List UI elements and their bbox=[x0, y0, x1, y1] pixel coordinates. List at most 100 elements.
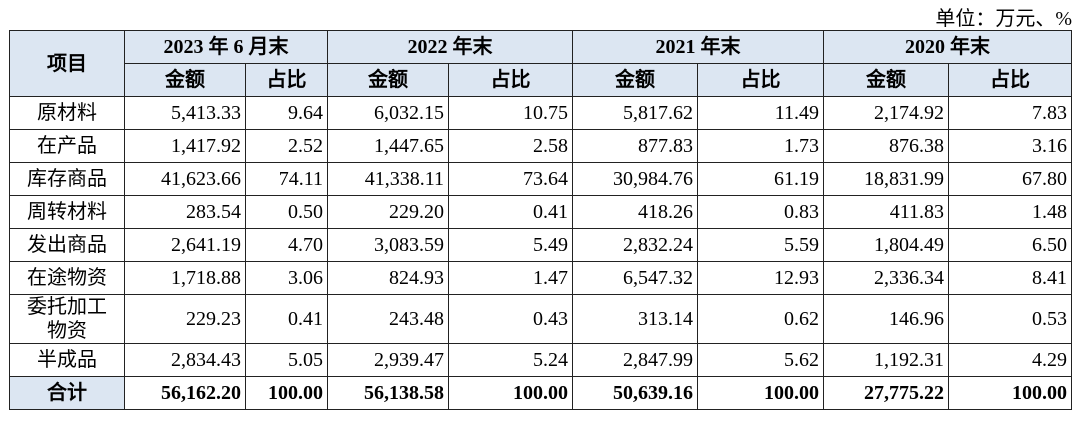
cell: 0.53 bbox=[948, 294, 1072, 344]
cell: 1,447.65 bbox=[327, 129, 449, 163]
cell: 0.41 bbox=[448, 195, 573, 229]
cell: 2,336.34 bbox=[823, 261, 949, 295]
data-row: 发出商品 2,641.19 4.70 3,083.59 5.49 2,832.24 5.59… bbox=[9, 228, 1072, 262]
subheader-row: 金额 占比 金额 占比 金额 占比 金额 占比 bbox=[10, 63, 1072, 97]
cell: 146.96 bbox=[823, 294, 949, 344]
cell: 30,984.76 bbox=[572, 162, 698, 196]
cell: 877.83 bbox=[572, 129, 698, 163]
cell: 0.41 bbox=[245, 294, 328, 344]
total-row: 合计 56,162.20 100.00 56,138.58 100.00 50,639.1… bbox=[9, 376, 1072, 410]
cell: 2,832.24 bbox=[572, 228, 698, 262]
row-label-text: 原材料 bbox=[37, 102, 97, 124]
cell: 6,032.15 bbox=[327, 96, 449, 130]
row-label-text: 库存商品 bbox=[27, 168, 107, 190]
cell: 100.00 bbox=[697, 376, 824, 410]
cell: 0.62 bbox=[697, 294, 824, 344]
unit-note: 单位：万元、% bbox=[935, 8, 1072, 30]
group-header: 2023 年 6 月末 bbox=[124, 30, 328, 64]
row-label: 半成品 bbox=[9, 343, 125, 377]
cell: 2,641.19 bbox=[124, 228, 246, 262]
group-header: 2021 年末 bbox=[572, 30, 824, 64]
cell: 1,718.88 bbox=[124, 261, 246, 295]
cell: 876.38 bbox=[823, 129, 949, 163]
cell: 411.83 bbox=[823, 195, 949, 229]
cell: 100.00 bbox=[448, 376, 573, 410]
subheader: 占比 bbox=[948, 63, 1072, 97]
cell: 1,417.92 bbox=[124, 129, 246, 163]
row-label: 发出商品 bbox=[9, 228, 125, 262]
cell: 18,831.99 bbox=[823, 162, 949, 196]
cell: 0.83 bbox=[697, 195, 824, 229]
cell: 9.64 bbox=[245, 96, 328, 130]
cell: 12.93 bbox=[697, 261, 824, 295]
cell: 67.80 bbox=[948, 162, 1072, 196]
data-row: 半成品 2,834.43 5.05 2,939.47 5.24 2,847.99 5.62 1… bbox=[9, 343, 1072, 377]
cell: 4.70 bbox=[245, 228, 328, 262]
row-label: 委托加工物资 bbox=[9, 294, 125, 344]
data-row: 原材料 5,413.33 9.64 6,032.15 10.75 5,817.62 11.4… bbox=[9, 96, 1072, 130]
table-head: 项目 2023 年 6 月末 2022 年末 2021 年末 2020 年末 金额 占比 金额… bbox=[9, 30, 1072, 97]
cell: 0.50 bbox=[245, 195, 328, 229]
cell: 3.06 bbox=[245, 261, 328, 295]
cell: 313.14 bbox=[572, 294, 698, 344]
cell: 1,192.31 bbox=[823, 343, 949, 377]
cell: 229.20 bbox=[327, 195, 449, 229]
subheader: 金额 bbox=[823, 63, 949, 97]
data-row: 委托加工物资 229.23 0.41 243.48 0.43 313.14 0.62 146.… bbox=[9, 294, 1072, 344]
row-label-text: 委托加工物资 bbox=[27, 296, 107, 342]
cell: 1.47 bbox=[448, 261, 573, 295]
cell: 100.00 bbox=[948, 376, 1072, 410]
header-row: 项目 2023 年 6 月末 2022 年末 2021 年末 2020 年末 bbox=[9, 30, 1072, 97]
cell: 0.43 bbox=[448, 294, 573, 344]
row-label-text: 周转材料 bbox=[27, 201, 107, 223]
row-label: 在产品 bbox=[9, 129, 125, 163]
group-header: 2020 年末 bbox=[823, 30, 1072, 64]
cell: 5,413.33 bbox=[124, 96, 246, 130]
cell: 824.93 bbox=[327, 261, 449, 295]
subheader: 占比 bbox=[448, 63, 573, 97]
cell: 1.73 bbox=[697, 129, 824, 163]
cell: 50,639.16 bbox=[572, 376, 698, 410]
cell: 56,162.20 bbox=[124, 376, 246, 410]
cell: 4.29 bbox=[948, 343, 1072, 377]
row-label-text: 在产品 bbox=[37, 135, 97, 157]
cell: 27,775.22 bbox=[823, 376, 949, 410]
data-row: 周转材料 283.54 0.50 229.20 0.41 418.26 0.83 411.83… bbox=[9, 195, 1072, 229]
table-body: 原材料 5,413.33 9.64 6,032.15 10.75 5,817.62 11.4… bbox=[9, 96, 1072, 410]
subheader: 金额 bbox=[124, 63, 246, 97]
subheader: 金额 bbox=[327, 63, 449, 97]
cell: 229.23 bbox=[124, 294, 246, 344]
cell: 2,939.47 bbox=[327, 343, 449, 377]
row-label-text: 半成品 bbox=[37, 349, 97, 371]
row-label-text: 发出商品 bbox=[27, 234, 107, 256]
corner-header: 项目 bbox=[9, 30, 125, 97]
row-label-text: 合计 bbox=[47, 382, 87, 404]
cell: 418.26 bbox=[572, 195, 698, 229]
cell: 243.48 bbox=[327, 294, 449, 344]
cell: 61.19 bbox=[697, 162, 824, 196]
row-label: 周转材料 bbox=[9, 195, 125, 229]
cell: 3,083.59 bbox=[327, 228, 449, 262]
cell: 7.83 bbox=[948, 96, 1072, 130]
cell: 8.41 bbox=[948, 261, 1072, 295]
data-row: 在途物资 1,718.88 3.06 824.93 1.47 6,547.32 12.93 2… bbox=[9, 261, 1072, 295]
data-row: 库存商品 41,623.66 74.11 41,338.11 73.64 30,984.7… bbox=[9, 162, 1072, 196]
cell: 1.48 bbox=[948, 195, 1072, 229]
row-label: 合计 bbox=[9, 376, 125, 410]
cell: 2.52 bbox=[245, 129, 328, 163]
subheader: 金额 bbox=[572, 63, 698, 97]
row-label: 原材料 bbox=[9, 96, 125, 130]
cell: 6,547.32 bbox=[572, 261, 698, 295]
cell: 10.75 bbox=[448, 96, 573, 130]
cell: 73.64 bbox=[448, 162, 573, 196]
cell: 56,138.58 bbox=[327, 376, 449, 410]
cell: 100.00 bbox=[245, 376, 328, 410]
inventory-table: 项目 2023 年 6 月末 2022 年末 2021 年末 2020 年末 金额 占比 金额… bbox=[9, 30, 1072, 410]
cell: 5.62 bbox=[697, 343, 824, 377]
cell: 5.59 bbox=[697, 228, 824, 262]
cell: 5.49 bbox=[448, 228, 573, 262]
cell: 5,817.62 bbox=[572, 96, 698, 130]
cell: 6.50 bbox=[948, 228, 1072, 262]
cell: 41,338.11 bbox=[327, 162, 449, 196]
